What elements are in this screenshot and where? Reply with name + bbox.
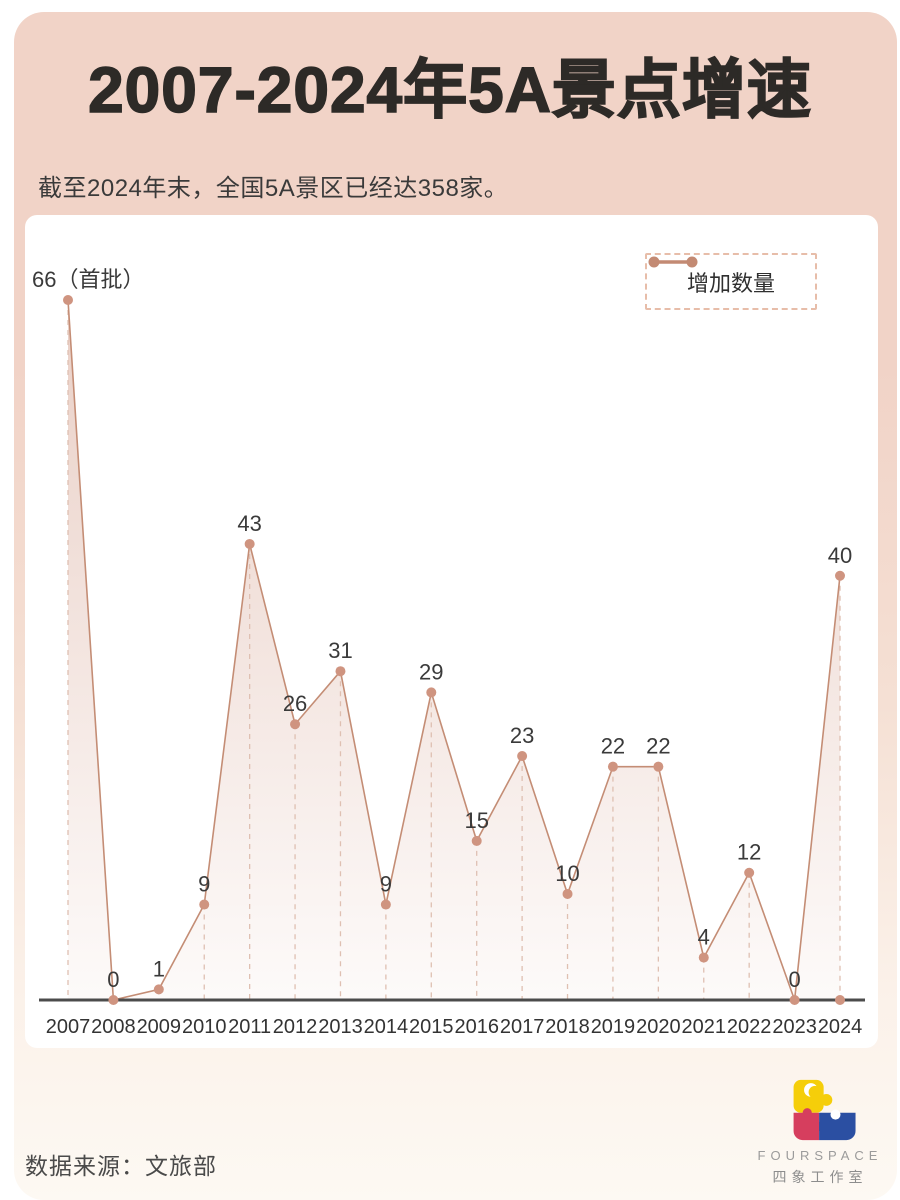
svg-text:2007: 2007 — [46, 1016, 91, 1038]
svg-text:2016: 2016 — [454, 1016, 499, 1038]
svg-text:2015: 2015 — [409, 1016, 454, 1038]
svg-text:43: 43 — [237, 511, 261, 536]
svg-text:0: 0 — [107, 967, 119, 992]
svg-text:2011: 2011 — [228, 1016, 271, 1038]
logo-cn-name: 四象工作室 — [772, 1169, 868, 1185]
svg-text:15: 15 — [464, 808, 488, 833]
svg-text:29: 29 — [419, 659, 443, 684]
svg-text:23: 23 — [510, 723, 534, 748]
svg-text:2010: 2010 — [182, 1016, 227, 1038]
svg-text:2009: 2009 — [137, 1016, 182, 1038]
svg-text:9: 9 — [198, 872, 210, 897]
svg-text:2020: 2020 — [636, 1016, 681, 1038]
chart-panel: 66（首批） 0 1 9 43 26 31 9 29 15 23 10 22 22 4 12 0 40 2007 20… — [25, 215, 878, 1048]
svg-text:22: 22 — [601, 734, 625, 759]
svg-text:2018: 2018 — [545, 1016, 590, 1038]
svg-text:31: 31 — [328, 638, 352, 663]
svg-text:9: 9 — [380, 872, 392, 897]
svg-text:2024: 2024 — [818, 1016, 863, 1038]
legend-line-marker-icon — [648, 256, 698, 268]
svg-text:2021: 2021 — [682, 1016, 727, 1038]
chart-legend: 增加数量 — [645, 253, 817, 310]
page-subtitle: 截至2024年末，全国5A景区已经达358家。 — [38, 175, 509, 202]
svg-text:2019: 2019 — [591, 1016, 636, 1038]
svg-text:2008: 2008 — [91, 1016, 136, 1038]
svg-text:12: 12 — [737, 840, 761, 865]
svg-text:1: 1 — [153, 956, 165, 981]
svg-text:2017: 2017 — [500, 1016, 545, 1038]
svg-text:2013: 2013 — [318, 1016, 363, 1038]
svg-text:40: 40 — [828, 543, 852, 568]
fourspace-puzzle-duck-icon — [793, 1079, 856, 1141]
svg-text:10: 10 — [555, 861, 579, 886]
svg-text:22: 22 — [646, 734, 670, 759]
logo-name: FOURSPACE — [757, 1148, 883, 1163]
svg-text:2012: 2012 — [273, 1016, 318, 1038]
studio-logo: FOURSPACE 四象工作室 — [748, 1078, 892, 1187]
svg-text:0: 0 — [788, 967, 800, 992]
page-title: 2007-2024年5A景点增速 — [87, 53, 812, 127]
data-source-note: 数据来源：文旅部 — [25, 1153, 217, 1179]
svg-text:2014: 2014 — [364, 1016, 409, 1038]
svg-text:2023: 2023 — [772, 1016, 817, 1038]
svg-text:66（首批）: 66（首批） — [32, 267, 144, 292]
legend-label: 增加数量 — [686, 270, 775, 296]
svg-text:26: 26 — [283, 691, 307, 716]
svg-text:4: 4 — [698, 925, 710, 950]
svg-text:2022: 2022 — [727, 1016, 772, 1038]
